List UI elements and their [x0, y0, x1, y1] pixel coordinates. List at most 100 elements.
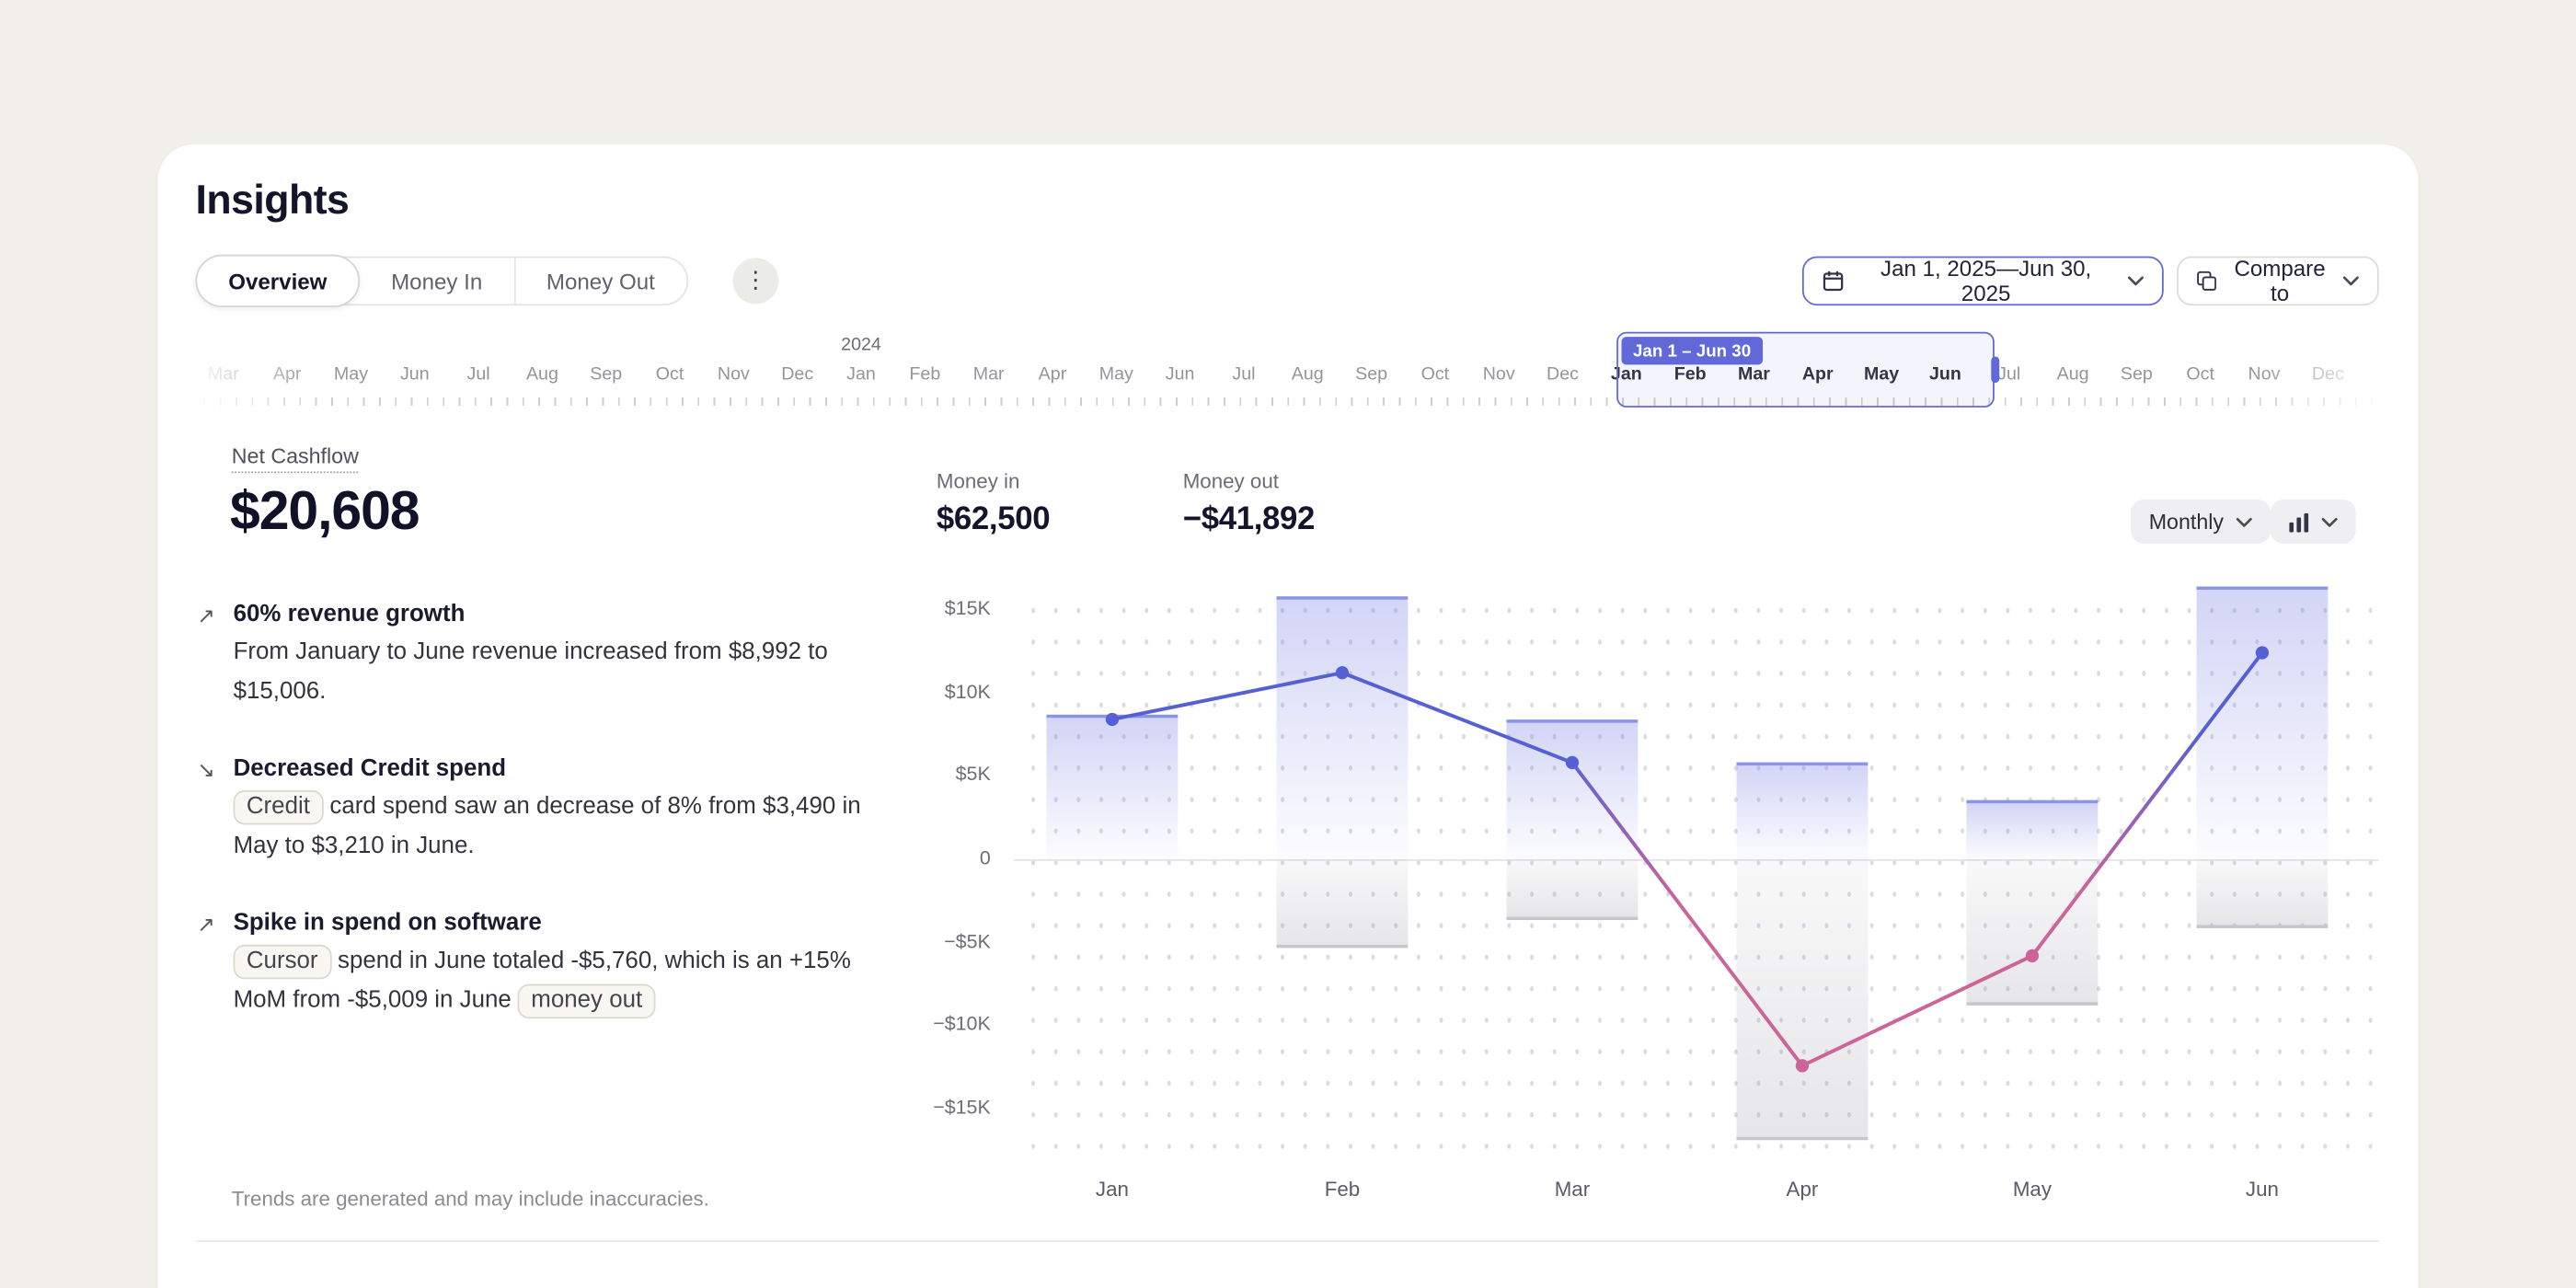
tab-overview[interactable]: Overview: [195, 254, 361, 307]
bar-chart-icon: [2289, 512, 2309, 532]
compare-to-button[interactable]: Compare to: [2177, 256, 2379, 306]
timeline-ticks: [203, 397, 2406, 407]
timeline-month: Feb: [1673, 364, 1707, 385]
chevron-down-icon: [2235, 517, 2251, 526]
insight-text: spend in June totaled -$5,760, which is …: [233, 947, 851, 1014]
timeline-month: Feb: [909, 364, 941, 385]
timeline-month: Oct: [655, 364, 684, 385]
net-cashflow-point[interactable]: [1335, 666, 1350, 680]
chip-credit[interactable]: Credit: [233, 789, 324, 826]
net-cashflow-point[interactable]: [1565, 755, 1580, 770]
timeline-month: Aug: [525, 364, 558, 385]
insights-card: Insights Overview Money In Money Out ⋮ Jan…: [157, 144, 2419, 1288]
chart-type-button[interactable]: [2270, 499, 2356, 545]
compare-to-label: Compare to: [2234, 256, 2326, 306]
bar-money-out[interactable]: [1966, 858, 2099, 1006]
timeline: Jan 1 – Jun 30 Mar Apr May Jun Jul Aug Sep Oct N…: [157, 325, 2419, 414]
insight-item: ↗ 60% revenue growth From January to June …: [197, 602, 874, 713]
timeline-month: Aug: [1291, 364, 1324, 385]
y-axis-label: $15K: [944, 596, 991, 620]
chevron-down-icon: [2342, 276, 2359, 286]
bar-money-in[interactable]: [1506, 719, 1639, 859]
insight-content: 60% revenue growth From January to June r…: [234, 602, 865, 713]
net-cashflow-label[interactable]: Net Cashflow: [231, 443, 359, 474]
timeline-month: Aug: [2056, 364, 2089, 385]
timeline-month: Jul: [466, 364, 490, 385]
more-menu-button[interactable]: ⋮: [732, 258, 779, 305]
bar-money-in[interactable]: [1046, 714, 1179, 859]
trends-disclaimer: Trends are generated and may include ina…: [231, 1188, 709, 1212]
interval-label: Monthly: [2148, 509, 2225, 535]
bar-money-in[interactable]: [1276, 595, 1409, 859]
timeline-month: Jul: [1997, 364, 2021, 385]
x-axis-label: Mar: [1554, 1178, 1591, 1202]
timeline-month: Jun: [399, 364, 430, 385]
bar-money-in[interactable]: [2196, 586, 2329, 859]
y-axis-label: −$15K: [933, 1096, 991, 1120]
timeline-month: Sep: [1355, 364, 1388, 385]
chip-cursor[interactable]: Cursor: [233, 944, 331, 980]
bar-money-in[interactable]: [1736, 762, 1869, 859]
compare-calendars-icon: [2197, 270, 2217, 291]
timeline-month: May: [1098, 364, 1133, 385]
y-axis-label: −$10K: [933, 1012, 991, 1036]
insight-title: Spike in spend on software: [233, 909, 542, 937]
timeline-month: Apr: [1801, 364, 1834, 385]
trend-up-icon: ↗: [197, 604, 215, 629]
timeline-month: Nov: [717, 364, 750, 385]
x-axis-label: May: [2012, 1178, 2053, 1202]
date-range-button[interactable]: Jan 1, 2025—Jun 30, 2025: [1801, 256, 2164, 306]
insight-text: card spend saw an decrease of 8% from $3…: [233, 793, 861, 859]
net-cashflow-point[interactable]: [2025, 949, 2040, 963]
date-range-label: Jan 1, 2025—Jun 30, 2025: [1880, 256, 2092, 306]
chevron-down-icon: [2127, 276, 2144, 286]
plot-area[interactable]: $15K $10K $5K 0 −$5K −$10K −$15K Jan Feb Mar Apr Ma…: [933, 582, 2379, 1201]
selection-range-badge: Jan 1 – Jun 30: [1621, 337, 1763, 365]
selection-drag-handle[interactable]: [1990, 356, 1999, 384]
chevron-down-icon: [2321, 517, 2338, 526]
timeline-month: Jun: [1165, 364, 1195, 385]
net-cashflow-point[interactable]: [1795, 1059, 1810, 1073]
timeline-month: Dec: [781, 364, 814, 385]
timeline-month: Mar: [1738, 364, 1770, 385]
bar-money-out[interactable]: [1506, 858, 1639, 921]
timeline-month: Sep: [590, 364, 623, 385]
money-in-metric: Money in $62,500: [937, 470, 1051, 539]
timeline-month: Apr: [1038, 364, 1067, 385]
y-axis-label: $10K: [944, 679, 991, 703]
net-cashflow-point[interactable]: [2255, 646, 2270, 660]
timeline-selection[interactable]: Jan 1 – Jun 30: [1616, 331, 1999, 408]
bar-money-out[interactable]: [2196, 858, 2329, 928]
net-cashflow-line: [1105, 646, 2270, 1073]
net-cashflow-point[interactable]: [1105, 712, 1120, 727]
timeline-month: Oct: [2186, 364, 2214, 385]
tab-money-in[interactable]: Money In: [360, 257, 513, 306]
timeline-month: Nov: [2248, 364, 2281, 385]
x-axis-label: Jun: [2245, 1178, 2279, 1202]
tab-money-out[interactable]: Money Out: [513, 256, 686, 306]
insight-content: Spike in spend on software Cursor spend i…: [233, 909, 865, 1021]
timeline-month: Mar: [207, 364, 239, 385]
bar-money-out[interactable]: [1736, 858, 1869, 1141]
bar-money-in[interactable]: [1966, 799, 2099, 859]
timeline-month: Mar: [972, 364, 1005, 385]
insight-title: 60% revenue growth: [233, 601, 466, 628]
y-axis-label: $5K: [955, 763, 991, 787]
insight-content: Decreased Credit spend Credit card spend …: [233, 755, 865, 867]
timeline-month: Jun: [1928, 364, 1961, 385]
zero-baseline: [1013, 858, 2379, 861]
trend-down-icon: ↘: [197, 758, 215, 784]
insight-text: From January to June revenue increased f…: [233, 638, 828, 705]
money-out-value: −$41,892: [1182, 500, 1316, 537]
timeline-month: Oct: [1420, 364, 1450, 385]
bar-money-out[interactable]: [1276, 858, 1409, 948]
chip-money-out[interactable]: money out: [518, 983, 656, 1019]
kebab-icon: ⋮: [743, 268, 767, 294]
x-axis-label: Jan: [1095, 1178, 1129, 1202]
insights-list: ↗ 60% revenue growth From January to June …: [197, 602, 874, 1021]
interval-select-button[interactable]: Monthly: [2131, 499, 2271, 545]
bottom-divider: [195, 1240, 2379, 1242]
y-axis-label: −$5K: [944, 929, 991, 953]
money-out-metric: Money out −$41,892: [1182, 470, 1316, 539]
